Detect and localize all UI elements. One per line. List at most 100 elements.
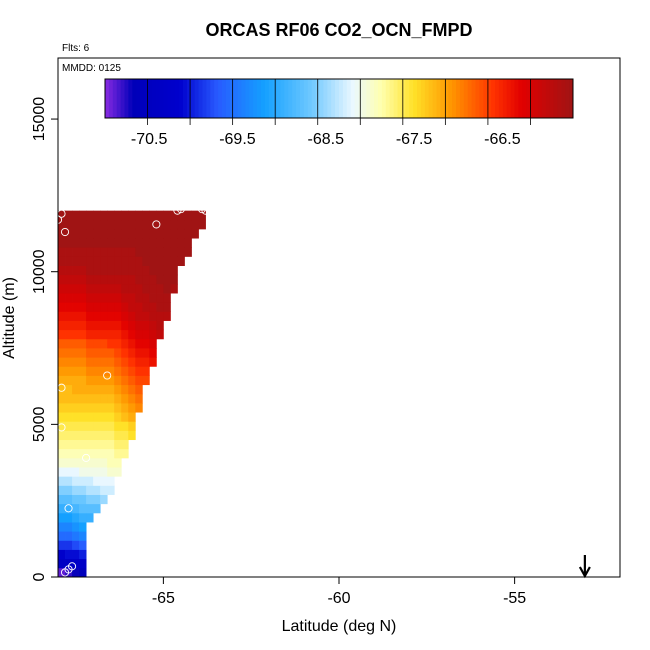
- heatmap-cell: [128, 338, 136, 349]
- heatmap-cell: [121, 421, 129, 431]
- heatmap-cell: [100, 412, 108, 422]
- heatmap-cell: [65, 558, 73, 569]
- observation-point: [82, 453, 91, 462]
- heatmap-cell: [72, 412, 80, 422]
- heatmap-cell: [65, 283, 73, 294]
- heatmap-cell: [107, 485, 115, 495]
- heatmap-cell: [128, 210, 136, 221]
- colorbar-swatch: [405, 79, 410, 118]
- heatmap-cell: [142, 311, 150, 321]
- heatmap-cell: [121, 402, 129, 413]
- heatmap-cell: [79, 412, 87, 422]
- heatmap-cell: [79, 567, 87, 577]
- heatmap-cell: [107, 219, 115, 230]
- heatmap-cell: [135, 210, 143, 221]
- heatmap-cell: [72, 274, 80, 285]
- colorbar-tick-label: -68.5: [308, 131, 345, 148]
- heatmap-cell: [65, 485, 73, 495]
- heatmap-cell: [128, 302, 136, 312]
- heatmap-cell: [121, 210, 129, 221]
- heatmap-cell: [58, 293, 66, 303]
- x-tick-label: -65: [152, 590, 175, 607]
- heatmap-cell: [58, 467, 66, 477]
- heatmap-cell: [100, 476, 108, 486]
- heatmap-cell: [156, 329, 164, 340]
- heatmap-cell: [65, 384, 73, 395]
- heatmap-cell: [72, 549, 80, 560]
- heatmap-cell: [128, 384, 136, 395]
- colorbar-swatch: [483, 79, 488, 118]
- colorbar-swatch: [549, 79, 554, 118]
- heatmap-cell: [107, 357, 115, 367]
- heatmap-cell: [107, 467, 115, 477]
- heatmap-cell: [107, 228, 115, 239]
- heatmap-cell: [72, 448, 80, 459]
- heatmap-cell: [65, 448, 73, 459]
- heatmap-cell: [72, 283, 80, 294]
- heatmap-cell: [58, 348, 66, 358]
- observation-point: [173, 206, 182, 215]
- heatmap-cell: [86, 467, 94, 477]
- heatmap-cell: [58, 219, 66, 230]
- heatmap-cell: [93, 503, 101, 514]
- heatmap-cell: [79, 302, 87, 312]
- heatmap-cell: [72, 265, 80, 276]
- colorbar-swatch: [233, 79, 239, 118]
- heatmap-cell: [121, 439, 129, 450]
- heatmap-cell: [65, 393, 73, 404]
- heatmap-cell: [86, 320, 94, 331]
- heatmap-cell: [128, 228, 136, 239]
- heatmap-cell: [149, 357, 157, 367]
- heatmap-cell: [93, 439, 101, 450]
- heatmap-cell: [58, 439, 66, 450]
- heatmap-cell: [191, 228, 199, 239]
- heatmap-cell: [79, 485, 87, 495]
- heatmap-cell: [58, 402, 66, 413]
- heatmap-cell: [100, 448, 108, 459]
- colorbar-swatch: [487, 79, 492, 118]
- observation-point: [176, 205, 185, 214]
- colorbar-swatch: [409, 79, 414, 118]
- flights-annotation: Flts: 6: [62, 43, 90, 54]
- colorbar-swatch: [498, 79, 504, 118]
- heatmap-cell: [135, 293, 143, 303]
- colorbar-swatch: [420, 79, 426, 118]
- heatmap-cell: [114, 274, 122, 285]
- heatmap-cell: [86, 366, 94, 376]
- colorbar-swatch: [385, 79, 391, 118]
- heatmap-cell: [86, 384, 94, 395]
- heatmap-cell: [58, 485, 66, 495]
- colorbar-swatch: [171, 79, 176, 118]
- heatmap-cell: [58, 476, 66, 486]
- colorbar-swatch: [342, 79, 348, 118]
- colorbar-swatch: [303, 79, 309, 118]
- heatmap-cell: [93, 467, 101, 477]
- heatmap-cell: [65, 494, 73, 505]
- heatmap-cell: [86, 357, 94, 367]
- heatmap-cell: [121, 293, 129, 303]
- observation-point: [60, 227, 70, 237]
- chart-title: ORCAS RF06 CO2_OCN_FMPD: [205, 20, 472, 40]
- colorbar-swatch: [491, 79, 496, 118]
- heatmap-cell: [65, 402, 73, 413]
- heatmap-cell: [128, 283, 136, 294]
- heatmap-cell: [72, 485, 80, 495]
- heatmap-cell: [135, 393, 143, 404]
- heatmap-cell: [114, 210, 122, 221]
- heatmap-cell: [72, 430, 80, 441]
- heatmap-cell: [79, 329, 87, 340]
- heatmap-cell: [100, 338, 108, 349]
- heatmap-cell: [121, 448, 129, 459]
- heatmap-cell: [65, 265, 73, 276]
- heatmap-cell: [58, 494, 66, 505]
- heatmap-cell: [149, 283, 157, 294]
- heatmap-cell: [135, 320, 143, 331]
- heatmap-cell: [86, 503, 94, 514]
- heatmap-cell: [93, 375, 101, 386]
- y-axis: 0 5000 10000 15000: [31, 97, 59, 581]
- colorbar-swatch: [471, 79, 476, 118]
- colorbar-swatch: [534, 79, 539, 118]
- colorbar-swatch: [194, 79, 200, 118]
- heatmap-cell: [86, 302, 94, 312]
- heatmap-cell: [65, 348, 73, 358]
